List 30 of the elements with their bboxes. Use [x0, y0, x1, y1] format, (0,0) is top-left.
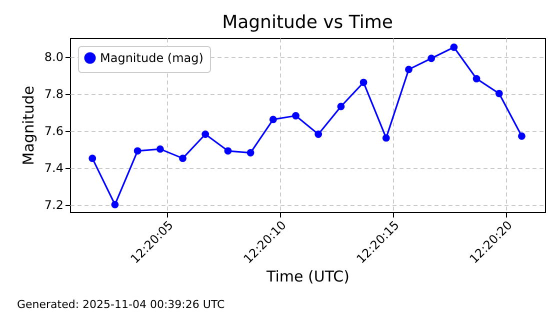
point: [179, 154, 186, 162]
point: [134, 147, 142, 155]
point: [156, 145, 164, 153]
point: [314, 130, 322, 138]
y-tick-label: 7.4: [44, 161, 64, 176]
point: [450, 44, 458, 51]
point: [292, 112, 300, 120]
point: [472, 75, 480, 82]
point: [405, 66, 412, 74]
y-axis-title: Magnitude: [19, 86, 38, 166]
point: [382, 134, 390, 142]
point: [269, 116, 277, 124]
point: [360, 78, 368, 86]
point: [428, 54, 436, 62]
point: [224, 147, 232, 155]
point: [111, 200, 119, 208]
text: Generated: 2025-11-04 00:39:26 UTC: [17, 298, 225, 311]
point: [495, 90, 503, 98]
point: [202, 130, 210, 138]
x-axis-title: Time (UTC): [266, 267, 350, 286]
point: [337, 102, 345, 110]
y-tick-label: 7.8: [44, 87, 64, 102]
chart-title: Magnitude vs Time: [222, 12, 393, 33]
y-tick-label: 8.0: [44, 50, 64, 64]
y-tick-label: 7.6: [44, 124, 64, 138]
legend-label: Magnitude (mag): [100, 51, 204, 65]
point: [88, 154, 96, 162]
point: [246, 149, 254, 156]
y-tick-label: 7.2: [44, 198, 64, 212]
point: [518, 132, 526, 140]
